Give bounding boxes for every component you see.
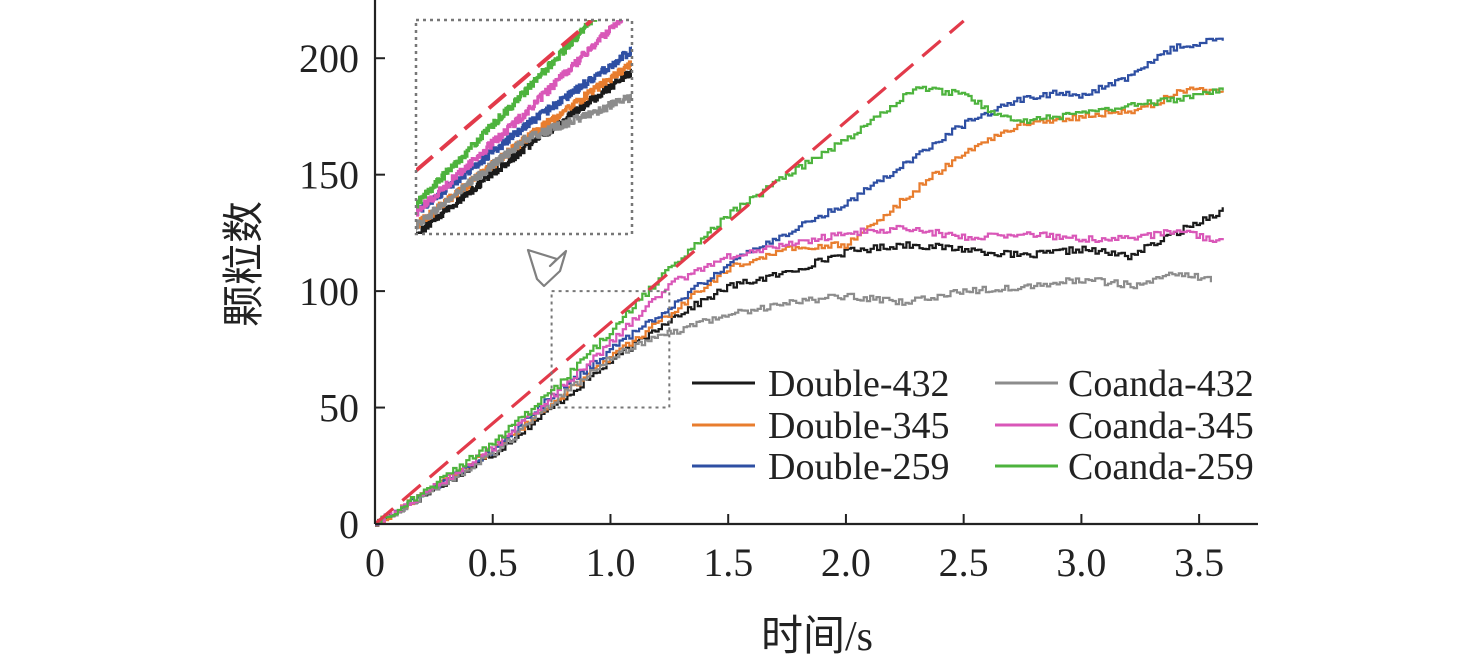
series-line-double-432 <box>375 207 1224 527</box>
x-tick-label: 1.5 <box>703 540 753 585</box>
series-line-coanda-259 <box>375 85 1224 526</box>
zoom-arrow-icon <box>526 248 568 288</box>
legend-label-double-345: Double-345 <box>768 405 950 447</box>
inset-plot <box>416 20 632 234</box>
inset-frame <box>414 18 634 236</box>
legend-label-double-259: Double-259 <box>768 446 950 488</box>
x-tick-label: 2.5 <box>939 540 989 585</box>
series-line-coanda-345 <box>375 224 1224 526</box>
x-tick-label: 3.5 <box>1174 540 1224 585</box>
inset-line-coanda-345 <box>416 20 624 217</box>
zoom-region-box <box>550 290 671 409</box>
legend-label-coanda-345: Coanda-345 <box>1068 405 1254 447</box>
legend-label-coanda-432: Coanda-432 <box>1068 363 1254 405</box>
legend-label-coanda-259: Coanda-259 <box>1068 446 1254 488</box>
inset-line-coanda-259 <box>416 20 598 209</box>
y-tick-label: 0 <box>339 502 359 547</box>
inset-line-double-432 <box>416 68 632 234</box>
series-line-reference <box>373 19 965 526</box>
x-tick-label: 2.0 <box>821 540 871 585</box>
y-tick-label: 50 <box>319 386 359 431</box>
x-tick-label: 3.0 <box>1056 540 1106 585</box>
inset-line-coanda-432 <box>416 92 632 232</box>
y-tick-label: 100 <box>299 269 359 314</box>
y-tick-label: 200 <box>299 36 359 81</box>
x-axis-label: 时间/s <box>761 614 873 660</box>
x-tick-label: 1.0 <box>585 540 635 585</box>
legend-label-double-432: Double-432 <box>768 363 950 405</box>
x-tick-label: 0.5 <box>468 540 518 585</box>
x-tick-label: 0 <box>365 540 385 585</box>
y-axis-label: 颗粒数 <box>222 201 268 327</box>
y-tick-label: 150 <box>299 153 359 198</box>
inset-line-reference <box>416 20 596 173</box>
series-line-coanda-432 <box>375 271 1212 526</box>
